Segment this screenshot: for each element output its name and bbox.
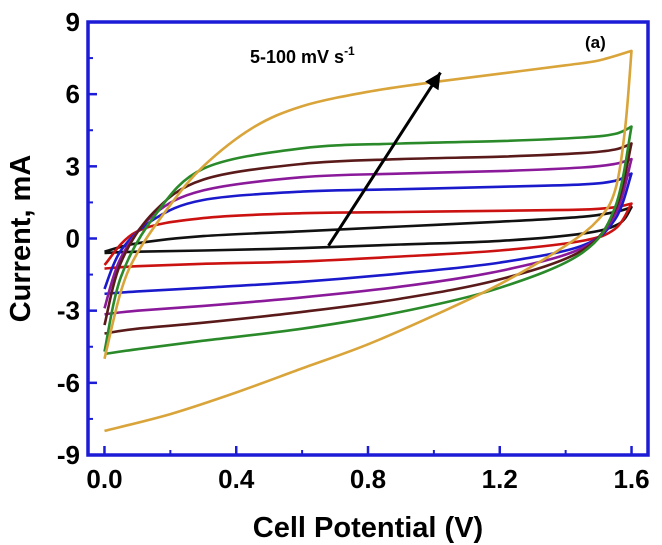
cv-curve-1 (104, 205, 633, 255)
y-tick-label: -9 (57, 440, 80, 470)
x-tick-label: 0.0 (86, 464, 122, 494)
y-axis-title: Current, mA (5, 155, 37, 323)
cv-curve-5 (103, 142, 633, 335)
annotation-arrowhead (425, 72, 441, 91)
y-tick-label: 9 (66, 7, 80, 37)
y-tick-label: -6 (57, 368, 80, 398)
y-tick-label: 6 (66, 79, 80, 109)
x-axis-title: Cell Potential (V) (253, 512, 483, 544)
tick-layer: 0.0 0.4 0.8 1.2 1.6 -9 -6 -3 0 3 6 9 (57, 7, 650, 494)
panel-label: (a) (585, 33, 606, 52)
cv-curve-6 (103, 125, 633, 356)
y-tick-label: 0 (66, 224, 80, 254)
x-tick-label: 0.4 (218, 464, 255, 494)
cv-curve-7 (103, 49, 633, 433)
x-tick-label: 0.8 (350, 464, 386, 494)
series-layer (103, 49, 633, 433)
x-tick-label: 1.2 (482, 464, 518, 494)
annotation-text: 5-100 mV s-1 (250, 44, 355, 67)
y-tick-label: -3 (57, 296, 80, 326)
cv-curve-2 (103, 202, 633, 270)
cv-curve-3 (103, 172, 633, 296)
annotation-arrow (327, 71, 442, 247)
annotation: 5-100 mV s-1 (250, 44, 442, 247)
x-tick-label: 1.6 (613, 464, 649, 494)
y-tick-label: 3 (66, 151, 80, 181)
